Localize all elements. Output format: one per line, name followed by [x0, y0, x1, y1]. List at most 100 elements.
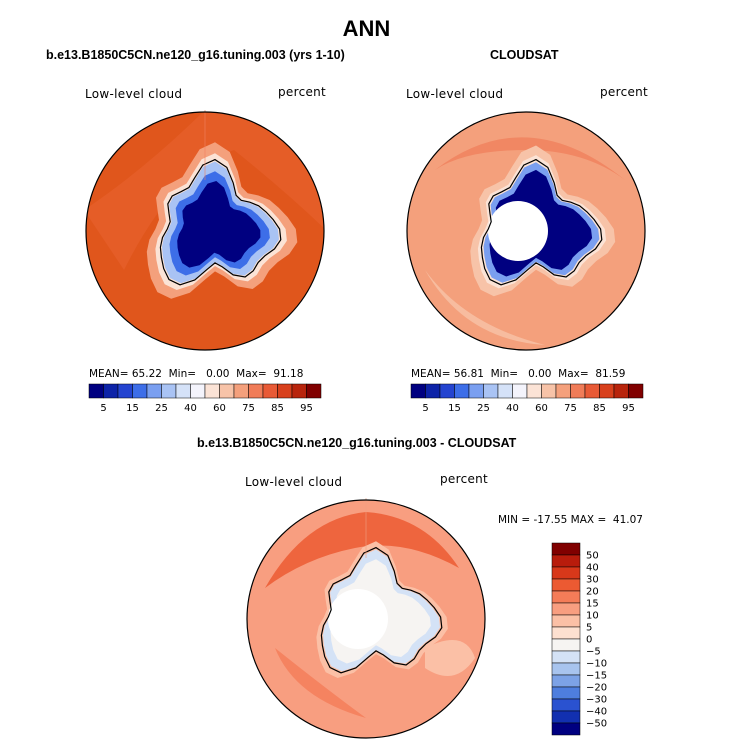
coastline — [480, 158, 603, 286]
positive-bias-zone — [265, 512, 459, 588]
colorbar-swatch — [551, 614, 581, 628]
stat-max-label: Max= — [236, 368, 267, 380]
colorbar-tick-label: −50 — [586, 719, 607, 730]
colorbar-tick-label: 25 — [155, 403, 168, 414]
colorbar-tick-label: 85 — [271, 403, 284, 414]
coastline — [159, 158, 282, 286]
colorbar-swatch — [551, 590, 581, 604]
colorbar-swatch — [551, 566, 581, 580]
colorbar-tick-label: −20 — [586, 683, 607, 694]
colorbar-tick-label: 15 — [448, 403, 461, 414]
colorbar-tick-label: −15 — [586, 671, 607, 682]
stat-mean-label: MEAN= — [89, 368, 129, 380]
colorbar-swatch — [468, 383, 484, 399]
colorbar-tick-label: −10 — [586, 659, 607, 670]
panel-diff-minmax: MIN = -17.55 MAX = 41.07 — [498, 514, 643, 526]
colorbar-tick-label: 5 — [422, 403, 428, 414]
colorbar-swatch — [551, 650, 581, 664]
colorbar-tick-label: 10 — [586, 611, 599, 622]
colorbar-swatch — [497, 383, 513, 399]
colorbar-tick-label: 5 — [586, 623, 592, 634]
colorbar-swatch — [541, 383, 557, 399]
colorbar-tick-label: 50 — [586, 551, 599, 562]
panel-model-map — [85, 110, 325, 351]
stat-mean-value: 56.81 — [453, 368, 484, 380]
colorbar-swatch — [132, 383, 148, 399]
map-border — [85, 111, 325, 351]
colorbar-tick-label: 40 — [586, 563, 599, 574]
stat-min-value: 0.00 — [528, 368, 552, 380]
colorbar-tick-label: 40 — [184, 403, 197, 414]
panel-diff-units-label: percent — [440, 472, 489, 486]
panel-model-variable-label: Low-level cloud — [85, 87, 183, 101]
colorbar-swatch — [551, 638, 581, 652]
colorbar-swatch — [584, 383, 600, 399]
colorbar-tick-label: 30 — [586, 575, 599, 586]
colorbar-tick-label: −5 — [586, 647, 601, 658]
colorbar-tick-label: 25 — [477, 403, 490, 414]
colorbar-swatch — [628, 383, 644, 399]
pole-mask — [328, 589, 388, 649]
colorbar-tick-label: −30 — [586, 695, 607, 706]
colorbar-swatch — [146, 383, 162, 399]
panel-obs-units-label: percent — [600, 85, 649, 99]
colorbar-swatch — [599, 383, 615, 399]
map-field — [86, 112, 324, 350]
colorbar-swatch — [454, 383, 470, 399]
colorbar-swatch — [425, 383, 441, 399]
colorbar-swatch — [88, 383, 104, 399]
panel-diff-map — [246, 498, 486, 739]
colorbar-swatch — [306, 383, 322, 399]
colorbar-swatch — [555, 383, 571, 399]
colorbar-swatch — [551, 698, 581, 712]
colorbar-swatch — [551, 662, 581, 676]
colorbar-swatch — [613, 383, 629, 399]
colorbar-swatch — [551, 554, 581, 568]
colorbar-swatch — [551, 578, 581, 592]
panel-diff-subtitle: b.e13.B1850C5CN.ne120_g16.tuning.003 - C… — [197, 436, 517, 450]
figure-title: ANN — [342, 16, 391, 41]
weak-bias-zone — [425, 640, 475, 676]
colorbar-tick-label: 60 — [535, 403, 548, 414]
colorbar-tick-label: 75 — [242, 403, 255, 414]
colorbar-swatch — [551, 722, 581, 736]
colorbar-tick-label: 60 — [213, 403, 226, 414]
colorbar-tick-label: 15 — [126, 403, 139, 414]
colorbar-tick-label: 20 — [586, 587, 599, 598]
colorbar-swatch — [526, 383, 542, 399]
panel-model-colorbar: 5 15 25 40 60 75 85 95 — [88, 383, 322, 414]
stat-mean-value: 65.22 — [131, 368, 162, 380]
panel-model-subtitle: b.e13.B1850C5CN.ne120_g16.tuning.003 (yr… — [46, 48, 345, 62]
colorbar-swatch — [204, 383, 220, 399]
colorbar-swatch — [512, 383, 528, 399]
panel-obs-stats: MEAN= 56.81 Min= 0.00 Max= 81.59 — [411, 368, 625, 380]
stat-mean-label: MEAN= — [411, 368, 451, 380]
colorbar-tick-label: 5 — [100, 403, 106, 414]
colorbar-swatch — [277, 383, 293, 399]
colorbar-swatch — [175, 383, 191, 399]
map-field — [407, 112, 645, 350]
panel-model-units-label: percent — [278, 85, 327, 99]
colorbar-tick-label: −40 — [586, 707, 607, 718]
continent-interior — [177, 181, 261, 268]
colorbar-swatch — [410, 383, 426, 399]
colorbar-swatch — [190, 383, 206, 399]
map-border — [246, 499, 486, 739]
colorbar-swatch — [291, 383, 307, 399]
colorbar-tick-label: 0 — [586, 635, 592, 646]
colorbar-swatch — [551, 674, 581, 688]
colorbar-swatch — [117, 383, 133, 399]
colorbar-tick-label: 85 — [593, 403, 606, 414]
ocean-band — [86, 112, 324, 270]
colorbar-tick-label: 95 — [622, 403, 635, 414]
colorbar-swatch — [551, 542, 581, 556]
colorbar-swatch — [248, 383, 264, 399]
panel-obs-map — [406, 111, 646, 351]
ocean-band — [435, 137, 625, 180]
panel-obs-subtitle: CLOUDSAT — [490, 48, 559, 62]
colorbar-swatch — [439, 383, 455, 399]
colorbar-swatch — [551, 602, 581, 616]
colorbar-tick-label: 75 — [564, 403, 577, 414]
stat-max-value: 81.59 — [595, 368, 626, 380]
